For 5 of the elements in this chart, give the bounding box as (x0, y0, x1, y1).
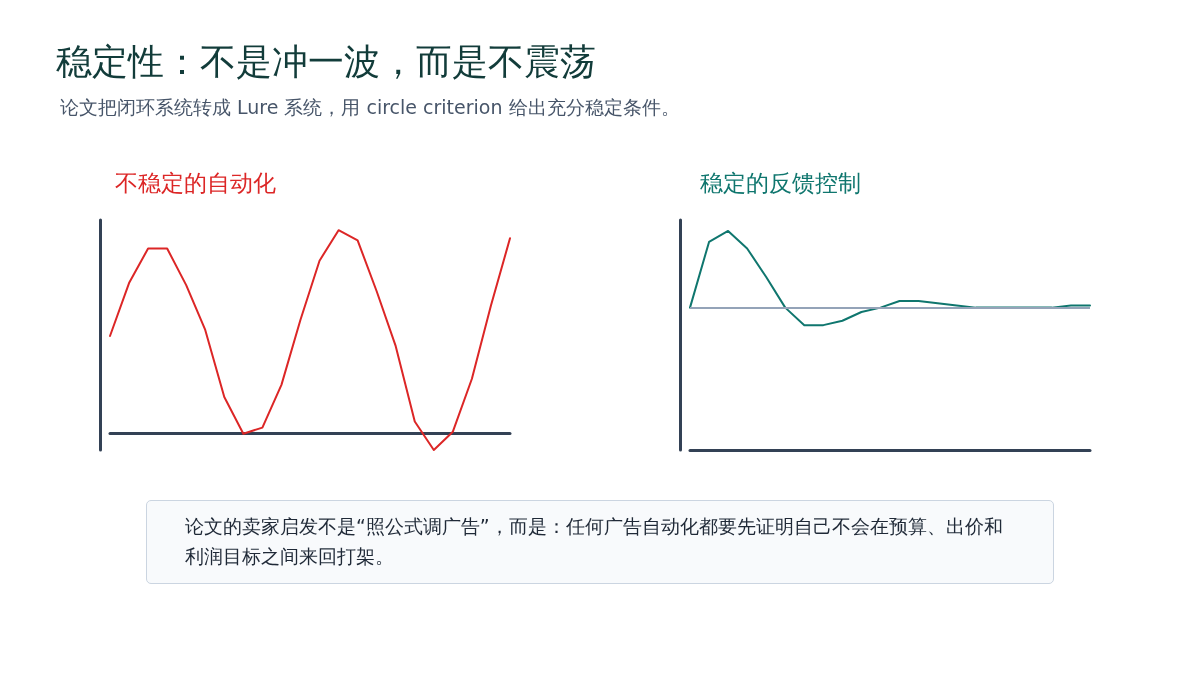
chart-title: 稳定的反馈控制 (700, 169, 861, 198)
text: 论文的卖家启发不是“照公式调广告”，而是：任何广告自动化都要先证明自己不会在预算、出价和利润目标之间来回打架。 (146, 500, 1054, 584)
chart-title: 不稳定的自动化 (115, 169, 276, 198)
text: 稳定性：不是冲一波，而是不震荡 (56, 40, 597, 84)
text: 论文把闭环系统转成 Lure 系统，用 circle criterion 给出充分稳定条件。 (60, 95, 681, 120)
